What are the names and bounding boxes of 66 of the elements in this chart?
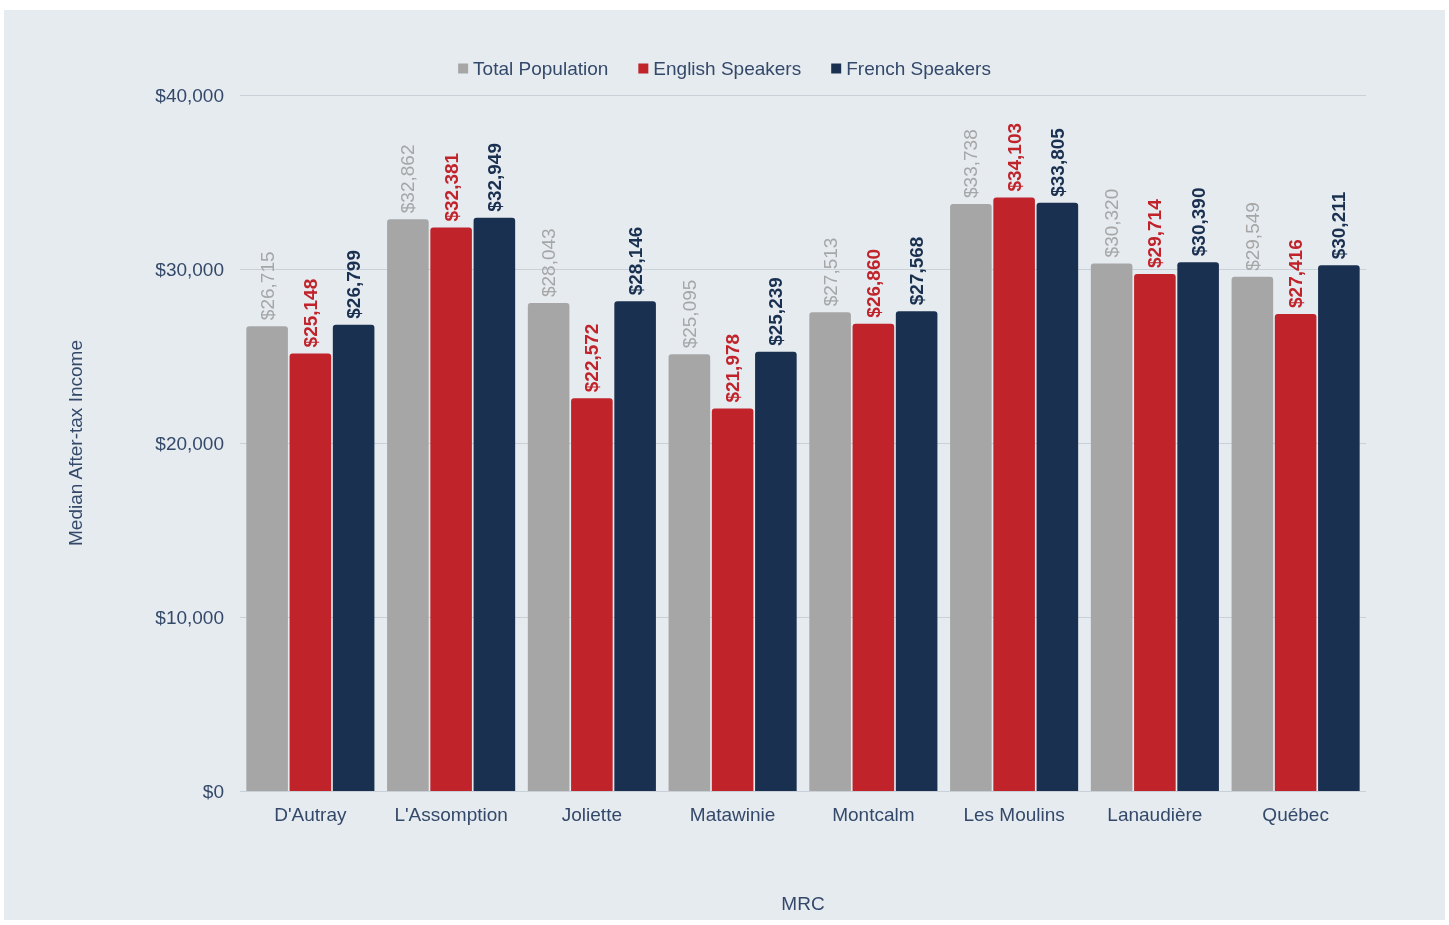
x-axis-title: MRC	[781, 893, 825, 914]
bar	[332, 324, 375, 791]
data-label: $28,043	[538, 228, 560, 298]
data-label: $34,103	[1003, 122, 1025, 192]
bar	[809, 312, 851, 791]
data-label: $29,549	[1241, 202, 1263, 271]
data-label: $22,572	[581, 323, 603, 393]
bar	[289, 353, 332, 791]
bar	[852, 323, 895, 791]
x-tick-label: Matawinie	[689, 804, 776, 825]
bar	[755, 351, 797, 791]
data-label: $29,714	[1144, 198, 1166, 268]
legend-label: French Speakers	[846, 58, 991, 79]
legend-label: English Speakers	[653, 58, 802, 79]
bar	[614, 301, 656, 791]
bar	[895, 311, 938, 791]
data-label: $30,320	[1101, 188, 1123, 258]
y-tick-label: $0	[202, 780, 224, 802]
y-tick-label: $40,000	[155, 84, 224, 106]
data-label: $32,949	[483, 143, 505, 212]
bar	[1274, 313, 1317, 791]
y-axis-title: Median After-tax Income	[65, 340, 86, 546]
y-tick-label: $30,000	[155, 258, 224, 280]
data-label: $32,381	[440, 152, 462, 222]
bar	[1036, 202, 1079, 791]
bar	[473, 217, 516, 791]
bar	[668, 354, 711, 791]
data-label: $21,978	[722, 333, 744, 403]
data-label: $32,862	[397, 144, 419, 214]
bar	[527, 303, 570, 791]
data-label: $27,513	[819, 237, 841, 307]
bar	[1090, 263, 1133, 791]
data-label: $33,738	[960, 129, 982, 198]
bar	[246, 326, 288, 791]
bar	[950, 203, 992, 791]
x-tick-label: Montcalm	[832, 804, 915, 825]
x-tick-label: L'Assomption	[394, 804, 508, 825]
data-label: $33,805	[1046, 127, 1068, 197]
x-tick-label: D'Autray	[274, 804, 347, 825]
data-label: $30,211	[1328, 191, 1350, 260]
data-label: $25,095	[678, 279, 700, 349]
bar	[711, 408, 754, 791]
data-label: $25,148	[299, 278, 321, 348]
y-tick-label: $10,000	[155, 606, 224, 628]
bar	[1231, 276, 1274, 791]
bar	[1318, 265, 1360, 791]
data-label: $26,715	[256, 251, 278, 321]
x-tick-label: Québec	[1262, 804, 1329, 825]
data-label: $27,568	[906, 236, 928, 306]
bar	[387, 219, 429, 791]
data-label: $26,799	[343, 250, 365, 319]
x-tick-label: Joliette	[561, 804, 622, 825]
bar	[1134, 273, 1176, 791]
bar	[993, 197, 1035, 791]
bar	[571, 398, 613, 791]
data-label: $26,860	[862, 248, 884, 318]
x-tick-label: Lanaudière	[1107, 804, 1203, 825]
x-tick-label: Les Moulins	[963, 804, 1065, 825]
y-tick-label: $20,000	[155, 432, 224, 454]
legend-label: Total Population	[473, 58, 609, 79]
bar	[1177, 262, 1219, 791]
data-label: $30,390	[1187, 187, 1209, 257]
data-label: $28,146	[624, 226, 646, 296]
bar	[430, 227, 472, 791]
data-label: $25,239	[765, 277, 787, 346]
data-label: $27,416	[1285, 239, 1307, 308]
